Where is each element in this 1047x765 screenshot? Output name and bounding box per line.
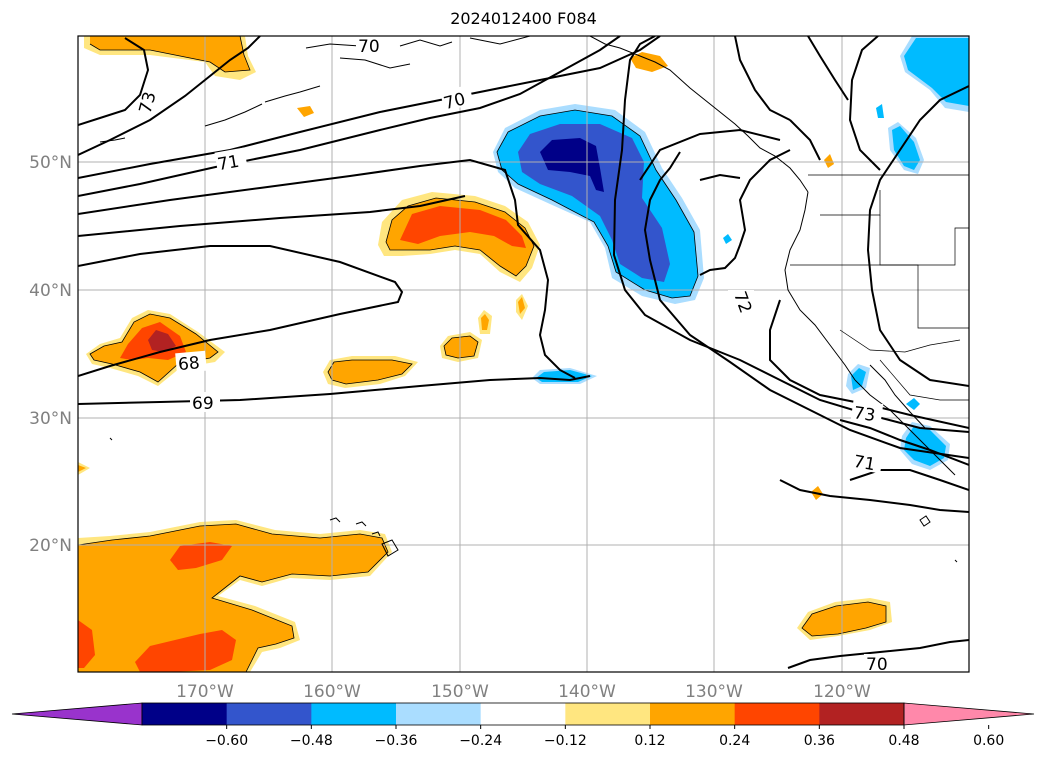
contour-label: 73 <box>852 403 876 426</box>
lon-label-120w: 120°W <box>813 682 871 702</box>
colorbar-tick-label: 0.36 <box>804 733 835 749</box>
colorbar-tick-label: 0.12 <box>634 733 665 749</box>
colorbar-extend-low <box>11 702 143 726</box>
lon-label-130w: 130°W <box>685 682 743 702</box>
positive-anomaly-fills <box>78 36 892 672</box>
lat-label-40n: 40°N <box>29 281 72 301</box>
colorbar-segment <box>480 703 566 725</box>
lon-label-160w: 160°W <box>303 682 361 702</box>
lon-label-170w: 170°W <box>176 682 234 702</box>
contour-label: 70 <box>866 655 888 675</box>
lon-label-140w: 140°W <box>558 682 616 702</box>
contour-label: 71 <box>216 152 241 175</box>
lat-label-30n: 30°N <box>29 409 72 429</box>
coastlines <box>99 36 958 563</box>
longitude-labels: 170°W 160°W 150°W 140°W 130°W 120°W <box>176 682 871 702</box>
colorbar-tick-label: 0.60 <box>973 733 1004 749</box>
contour-label: 68 <box>177 353 200 375</box>
colorbar-segment <box>565 703 651 725</box>
lat-label-50n: 50°N <box>29 153 72 173</box>
colorbar-outline <box>141 702 905 726</box>
colorbar-segment <box>311 703 397 725</box>
political-borders <box>790 174 969 401</box>
colorbar-tick-label: 0.48 <box>888 733 919 749</box>
contour-label-group: 70 73 70 71 72 68 69 73 71 70 <box>136 36 894 675</box>
colorbar-tick-label: −0.24 <box>459 733 502 749</box>
colorbar-segment <box>734 703 820 725</box>
colorbar-segment <box>142 703 228 725</box>
colorbar-segment <box>819 703 905 725</box>
contour-label: 69 <box>192 394 214 414</box>
colorbar-tick-label: −0.48 <box>290 733 333 749</box>
colorbar-extend-high <box>903 702 1035 726</box>
colorbar-segment <box>396 703 482 725</box>
colorbar-tick-label: −0.12 <box>544 733 587 749</box>
colorbar: −0.60 −0.48 −0.36 −0.24 −0.12 0.12 0.24 0.36 0.4… <box>11 702 1035 749</box>
contour-label: 71 <box>852 452 877 475</box>
lon-label-150w: 150°W <box>431 682 489 702</box>
contour-label: 70 <box>358 37 380 57</box>
latitude-labels: 50°N 40°N 30°N 20°N <box>29 153 72 556</box>
anomaly-outlines <box>78 36 887 672</box>
colorbar-segment <box>650 703 736 725</box>
colorbar-tick-label: −0.36 <box>375 733 418 749</box>
colorbar-tick-label: 0.24 <box>719 733 750 749</box>
height-contours <box>78 36 969 669</box>
colorbar-segment <box>226 703 312 725</box>
colorbar-tick-label: −0.60 <box>205 733 248 749</box>
lat-label-20n: 20°N <box>29 536 72 556</box>
map-frame <box>77 35 970 673</box>
map-title: 2024012400 F084 <box>450 9 597 28</box>
